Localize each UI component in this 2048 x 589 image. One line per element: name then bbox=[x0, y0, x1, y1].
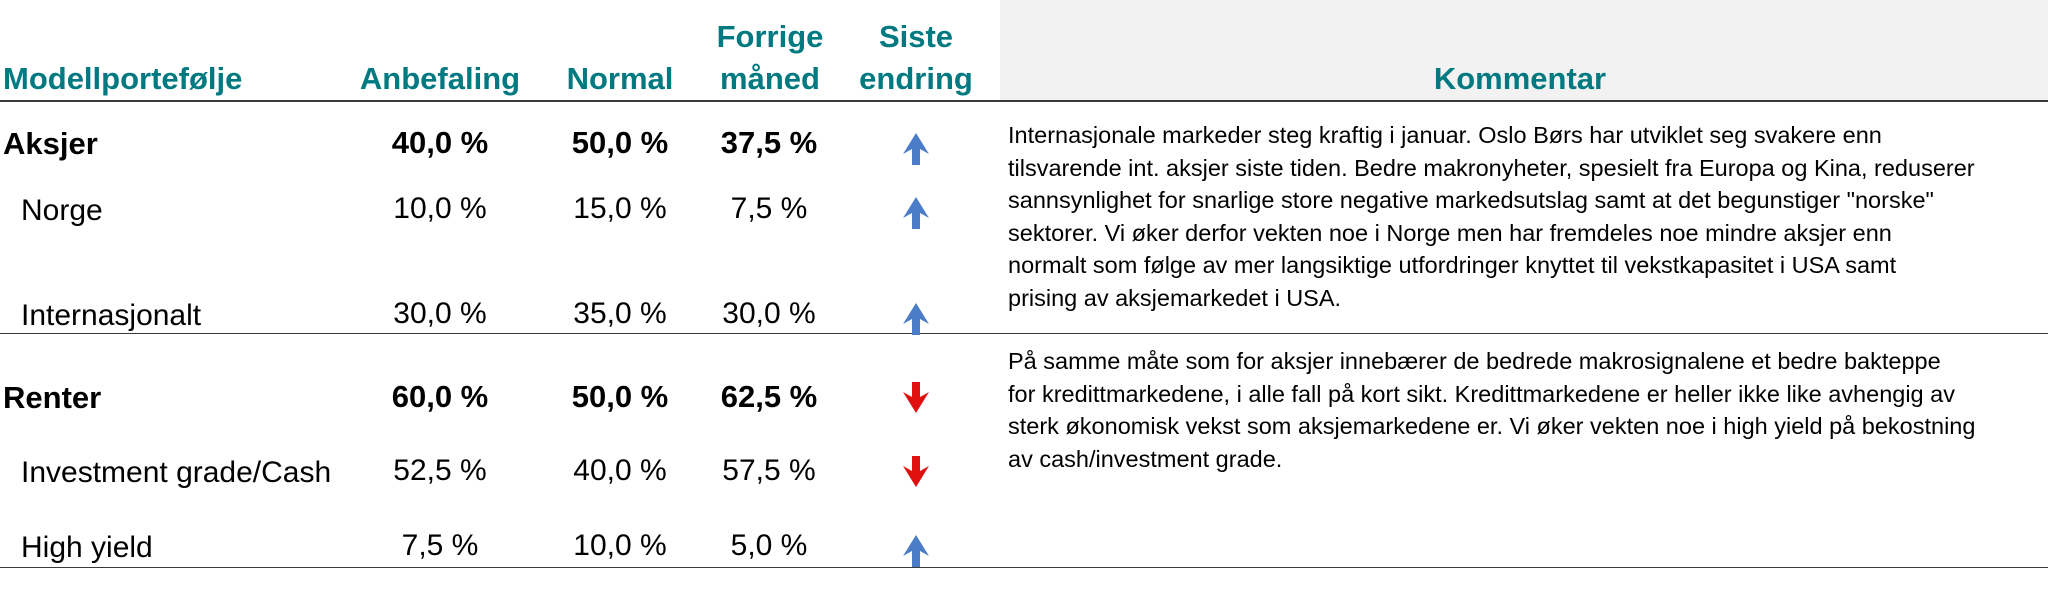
row-label-investment-grade: Investment grade/Cash bbox=[21, 456, 332, 489]
row-label-equities: Aksjer bbox=[3, 126, 98, 161]
row-label-norway: Norge bbox=[21, 194, 103, 227]
equities-previous: 37,5 % bbox=[720, 125, 818, 160]
investment-grade-previous: 57,5 % bbox=[722, 454, 816, 487]
header-normal: Normal bbox=[566, 61, 674, 96]
comment-line: for kredittmarkedene, i alle fall på kor… bbox=[1008, 380, 1955, 407]
fixed-income-normal: 50,0 % bbox=[571, 379, 669, 414]
arrow-up-icon bbox=[903, 197, 929, 229]
bottom-rule bbox=[0, 567, 2048, 568]
arrow-up-icon bbox=[903, 535, 929, 567]
investment-grade-recommendation: 52,5 % bbox=[393, 454, 487, 487]
header-comment: Kommentar bbox=[1433, 61, 1607, 96]
header-last-change-line2: endring bbox=[859, 61, 973, 96]
high-yield-previous: 5,0 % bbox=[730, 529, 808, 562]
fixed-income-recommendation: 60,0 % bbox=[391, 379, 489, 414]
header-previous-line2: måned bbox=[720, 61, 820, 96]
row-label-high-yield: High yield bbox=[21, 531, 153, 564]
high-yield-recommendation: 7,5 % bbox=[401, 529, 479, 562]
arrow-down-icon bbox=[903, 382, 929, 413]
header-band bbox=[0, 0, 2048, 100]
comment-equities: Internasjonale markeder steg kraftig i j… bbox=[1008, 119, 2038, 315]
header-recommendation: Anbefaling bbox=[359, 61, 521, 96]
header-portfolio: Modellportefølje bbox=[3, 61, 243, 96]
comment-line: prising av aksjemarkedet i USA. bbox=[1008, 284, 1342, 311]
comment-line: sektorer. Vi øker derfor vekten noe i No… bbox=[1008, 219, 1892, 246]
comment-line: tilsvarende int. aksjer siste tiden. Bed… bbox=[1008, 154, 1975, 181]
norway-recommendation: 10,0 % bbox=[393, 192, 487, 225]
fixed-income-previous: 62,5 % bbox=[720, 379, 818, 414]
header-previous-line1: Forrige bbox=[716, 19, 824, 54]
arrow-up-icon bbox=[903, 133, 929, 165]
header-rule bbox=[0, 100, 2048, 102]
comment-line: sannsynlighet for snarlige store negativ… bbox=[1008, 187, 1934, 214]
investment-grade-normal: 40,0 % bbox=[573, 454, 667, 487]
arrow-down-icon bbox=[903, 456, 929, 487]
row-label-fixed-income: Renter bbox=[3, 380, 102, 415]
comment-line: sterk økonomisk vekst som aksjemarkedene… bbox=[1008, 413, 1976, 440]
comment-line: av cash/investment grade. bbox=[1008, 445, 1283, 472]
equities-recommendation: 40,0 % bbox=[391, 125, 489, 160]
international-previous: 30,0 % bbox=[722, 297, 816, 330]
comment-fixed-income: På samme måte som for aksjer innebærer d… bbox=[1008, 345, 2038, 475]
international-normal: 35,0 % bbox=[573, 297, 667, 330]
norway-previous: 7,5 % bbox=[730, 192, 808, 225]
comment-line: Internasjonale markeder steg kraftig i j… bbox=[1008, 122, 1882, 148]
section-divider bbox=[0, 333, 2048, 334]
header-last-change-line1: Siste bbox=[878, 19, 954, 54]
arrow-up-icon bbox=[903, 303, 929, 335]
comment-line: På samme måte som for aksjer innebærer d… bbox=[1008, 348, 1941, 374]
international-recommendation: 30,0 % bbox=[393, 297, 487, 330]
equities-normal: 50,0 % bbox=[571, 125, 669, 160]
row-label-international: Internasjonalt bbox=[21, 299, 202, 332]
comment-line: normalt som følge av mer langsiktige utf… bbox=[1008, 252, 1897, 279]
high-yield-normal: 10,0 % bbox=[573, 529, 667, 562]
norway-normal: 15,0 % bbox=[573, 192, 667, 225]
